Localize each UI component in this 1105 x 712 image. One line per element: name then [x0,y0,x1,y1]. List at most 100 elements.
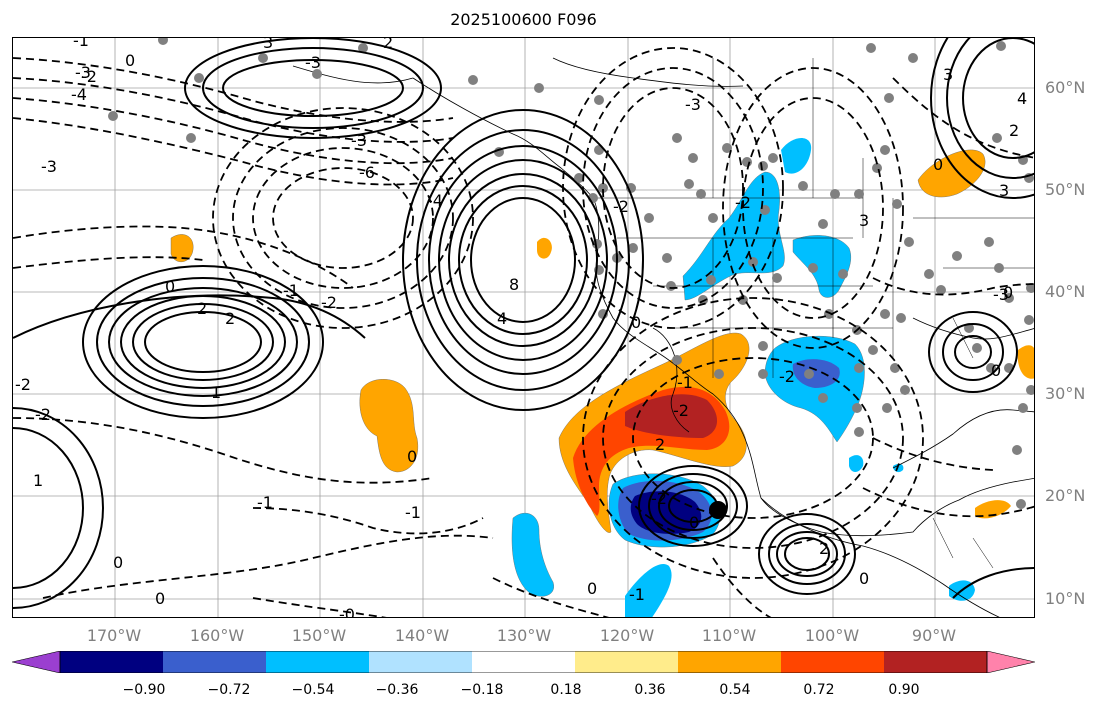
contour-label-13: -2 [321,293,337,312]
contour-label-41: 2 [819,539,829,558]
contour-label-37: -2 [651,489,667,508]
contour-label-18: -1 [283,281,299,300]
map-panel: -1 -3 2 0 -2 -4 -3 -3 -6 -4 -3 3 -2 0 2 … [12,37,1035,618]
lon-label-140w: 140°W [394,626,450,645]
contour-label-22: 1 [33,471,43,490]
colorbar-tick-3: −0.54 [291,682,335,698]
contour-label-11: -3 [41,157,57,176]
contour-label-20: -2 [35,405,51,424]
colorbar-segment-8 [781,651,885,673]
contour-label-26: -0 [339,605,355,618]
coastline-west [412,77,1034,537]
contour-label-24: 0 [155,589,165,608]
contour-label-50: -3 [993,285,1009,304]
contour-label-52: 0 [1003,283,1013,302]
contour-label-28: 8 [509,275,519,294]
contour-label-10: -4 [427,191,443,210]
negative-contours [13,47,1034,617]
contour-label-6: -4 [71,85,87,104]
shade-blue-2 [511,512,554,597]
lat-label-30n: 30°N [1045,384,1086,403]
colorbar-segment-9 [884,651,988,673]
colorbar-tick-5: −0.18 [460,682,504,698]
contour-label-33: -2 [613,197,629,216]
lon-label-110w: 110°W [701,626,757,645]
positive-contours [13,38,1034,609]
lon-label-130w: 130°W [496,626,552,645]
colorbar-tick-4: −0.36 [375,682,419,698]
contour-label-42: 0 [859,569,869,588]
contour-label-9: -6 [359,163,375,182]
lon-label-100w: 100°W [804,626,860,645]
colorbar-segment-2 [163,651,267,673]
contour-label-45: 3 [943,65,953,84]
colorbar-segment-4 [369,651,473,673]
coastline-gulf [892,409,1034,469]
colorbar-segment-1 [60,651,164,673]
contour-label-8: -3 [351,131,367,150]
contour-label-43: -3 [685,95,701,114]
colorbar-tick-9: 0.72 [803,682,835,698]
lat-label-20n: 20°N [1045,486,1086,505]
contour-label-2: -3 [75,63,91,82]
colorbar-tick-2: −0.72 [207,682,251,698]
shade-darkred-core [625,394,718,438]
contour-label-51: 3 [859,211,869,230]
contour-label-30: 0 [631,313,641,332]
contour-label-3: 2 [383,38,393,52]
contour-label-7: -3 [305,53,321,72]
lon-label-90w: 90°W [911,626,957,645]
shade-orange-1 [170,234,194,262]
colorbar-extend-low [12,651,61,673]
shade-orange-2 [537,237,552,259]
baja-peninsula [652,327,690,433]
contour-labels: -1 -3 2 0 -2 -4 -3 -3 -6 -4 -3 3 -2 0 2 … [15,38,1027,618]
contour-label-47: 4 [1017,89,1027,108]
colorbar-extend-high [986,651,1035,673]
contour-label-14: 0 [165,277,175,296]
lon-label-120w: 120°W [599,626,655,645]
colorbar [12,651,1035,673]
contour-label-25: -1 [257,493,273,512]
colorbar-segment-3 [266,651,370,673]
colorbar-tick-6: 0.18 [550,682,582,698]
contour-label-39: -1 [677,373,693,392]
shade-blue-8 [849,455,864,472]
contour-label-44: 0 [933,155,943,174]
lat-label-50n: 50°N [1045,180,1086,199]
contour-label-31: 0 [587,579,597,598]
contour-label-48: 0 [991,361,1001,380]
shade-orange-3 [359,379,419,473]
contour-label-34: -2 [735,193,751,212]
coastline-southeast [912,317,1034,340]
contour-label-4: 0 [125,51,135,70]
contour-label-1: -1 [73,38,89,50]
contour-label-15: 2 [197,299,207,318]
shade-blue-5 [781,138,812,174]
contour-label-40: -2 [779,367,795,386]
colorbar-tick-7: 0.36 [634,682,666,698]
contour-label-21: -1 [405,503,421,522]
colorbar-segment-7 [678,651,782,673]
contour-label-38: -2 [673,401,689,420]
lon-label-170w: 170°W [86,626,142,645]
lat-label-60n: 60°N [1045,78,1086,97]
lat-label-40n: 40°N [1045,282,1086,301]
lat-label-10n: 10°N [1045,589,1086,608]
lon-label-150w: 150°W [291,626,347,645]
contour-label-23: 0 [113,553,123,572]
colorbar-outline [59,651,988,673]
colorbar-segment-5 [472,651,576,673]
colorbar-tick-1: −0.90 [122,682,166,698]
contour-label-12: 3 [263,38,273,52]
map-canvas: -1 -3 2 0 -2 -4 -3 -3 -6 -4 -3 3 -2 0 2 … [13,38,1034,618]
shade-blue-7 [764,335,865,443]
contour-label-35: 0 [689,513,699,532]
coastline-north [552,57,744,87]
contour-label-49: 3 [999,181,1009,200]
contour-label-19: -2 [15,375,31,394]
colorbar-segment-6 [575,651,679,673]
contour-label-16: 2 [225,309,235,328]
shade-orange-5 [1017,345,1034,379]
contour-label-5: -2 [81,67,97,86]
